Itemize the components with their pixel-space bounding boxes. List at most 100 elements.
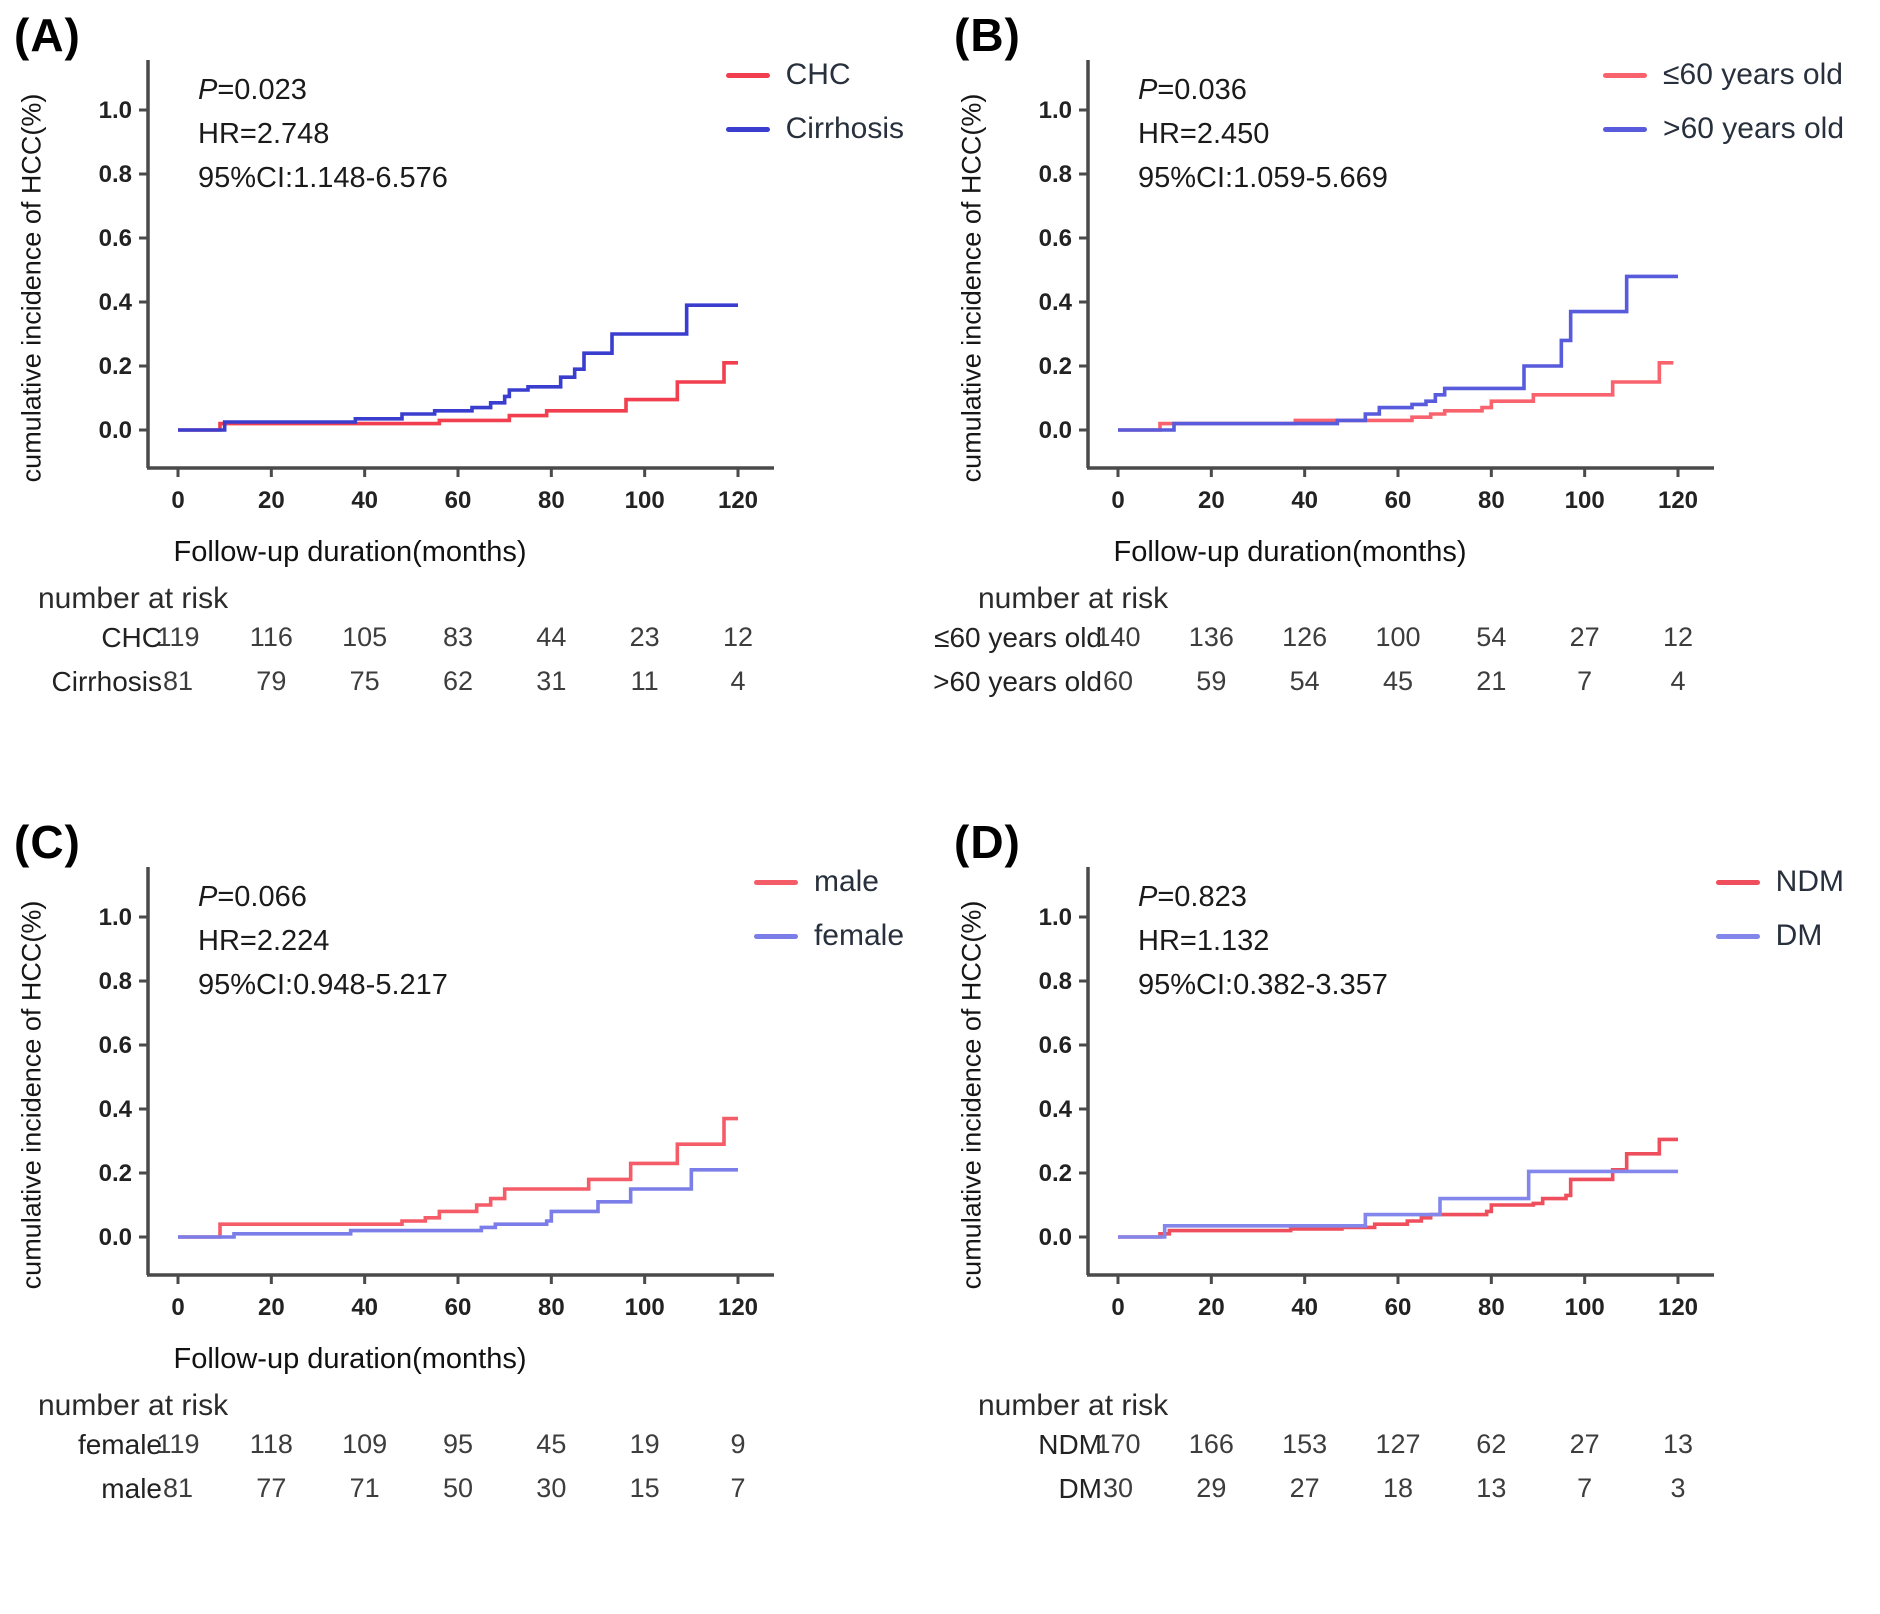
x-tick-label: 60 xyxy=(1385,487,1412,514)
risk-value: 153 xyxy=(1282,1429,1328,1459)
risk-value: 100 xyxy=(1375,622,1421,652)
y-tick-label: 0.2 xyxy=(99,353,132,380)
confidence-interval: 95%CI:1.148-6.576 xyxy=(198,162,448,195)
legend-label: DM xyxy=(1775,919,1823,952)
p-value: P=0.036 xyxy=(1138,74,1247,106)
x-tick-label: 100 xyxy=(625,487,665,514)
risk-table-title: number at risk xyxy=(978,1389,1169,1422)
y-tick-label: 1.0 xyxy=(1039,97,1072,124)
y-tick-label: 0.2 xyxy=(1039,353,1072,380)
risk-row-label: DM xyxy=(1058,1473,1102,1504)
panel-label: (A) xyxy=(14,9,81,61)
risk-rows: CHC 119 116 105 83 44 23 12 Cirrhosis 81 79 75 62 31 1… xyxy=(52,616,778,704)
legend-label: male xyxy=(813,865,879,898)
y-tick-label: 0.8 xyxy=(99,968,132,995)
legend-line-icon xyxy=(753,933,798,939)
risk-value: 50 xyxy=(442,1473,474,1503)
risk-value: 166 xyxy=(1188,1429,1234,1459)
risk-value: 54 xyxy=(1476,622,1507,652)
km-chart: 0.0 0.2 0.4 0.6 0.8 1.0 0 20 40 60 80 100 120 xyxy=(1039,60,1714,514)
x-tick-label: 80 xyxy=(1478,487,1505,514)
risk-table: number at risk female 119 118 109 95 45 19 9 mal… xyxy=(0,1389,940,1511)
risk-value: 7 xyxy=(730,1473,746,1503)
risk-value: 27 xyxy=(1569,622,1600,652)
risk-value: 9 xyxy=(730,1429,746,1459)
y-axis-title: cumulative incidence of HCC(%) xyxy=(16,93,47,483)
risk-row: male 81 77 71 50 30 15 7 xyxy=(78,1467,778,1511)
risk-value: 29 xyxy=(1196,1473,1227,1503)
y-tick-label: 1.0 xyxy=(1039,904,1072,931)
risk-value: 4 xyxy=(730,666,746,696)
y-tick-label: 0.6 xyxy=(99,1032,132,1059)
hazard-ratio: HR=2.224 xyxy=(198,925,330,958)
risk-value: 119 xyxy=(156,622,200,652)
risk-value: 62 xyxy=(442,666,474,696)
panel-b: (B) cumulative incidence of HCC(%) 0.0 0.… xyxy=(933,0,1880,807)
x-tick-label: 20 xyxy=(1198,487,1225,514)
km-curve-dm xyxy=(1118,1169,1678,1239)
stats-block: P=0.066 HR=2.224 95%CI:0.948-5.217 xyxy=(198,875,448,1007)
risk-value: 13 xyxy=(1662,1429,1694,1459)
risk-value: 79 xyxy=(256,666,287,696)
risk-value: 27 xyxy=(1569,1429,1600,1459)
x-tick-label: 120 xyxy=(718,1294,758,1321)
x-axis-title: Follow-up duration(months) xyxy=(173,536,527,568)
km-curve-female xyxy=(178,1168,738,1239)
risk-value: 18 xyxy=(1382,1473,1414,1503)
legend-item: CHC xyxy=(725,58,904,92)
stats-block: P=0.036 HR=2.450 95%CI:1.059-5.669 xyxy=(1138,68,1388,200)
risk-table-title: number at risk xyxy=(38,582,229,615)
risk-value: 4 xyxy=(1670,666,1686,696)
stats-block: P=0.823 HR=1.132 95%CI:0.382-3.357 xyxy=(1138,875,1388,1007)
legend-label: female xyxy=(813,919,904,952)
hazard-ratio: HR=1.132 xyxy=(1138,925,1270,958)
risk-value: 77 xyxy=(256,1473,287,1503)
y-tick-label: 0.4 xyxy=(99,289,133,316)
risk-value: 170 xyxy=(1095,1429,1141,1459)
y-tick-label: 0.0 xyxy=(99,417,132,444)
risk-value: 7 xyxy=(1577,1473,1593,1503)
km-curve-male xyxy=(178,1116,738,1239)
km-chart: 0.0 0.2 0.4 0.6 0.8 1.0 0 20 40 60 80 100 120 xyxy=(1039,867,1714,1321)
y-tick-label: 0.0 xyxy=(1039,1224,1072,1251)
risk-value: 126 xyxy=(1282,622,1328,652)
y-tick-label: 1.0 xyxy=(99,97,132,124)
risk-value: 60 xyxy=(1102,666,1134,696)
legend: NDM DM xyxy=(1715,865,1844,953)
x-tick-label: 40 xyxy=(351,1294,378,1321)
panel-d: (D) cumulative incidence of HCC(%) 0.0 0.… xyxy=(940,807,1880,1614)
x-tick-label: 120 xyxy=(1658,1294,1698,1321)
risk-value: 127 xyxy=(1375,1429,1421,1459)
risk-row-label: Cirrhosis xyxy=(51,666,162,697)
km-curve--60-years-old xyxy=(1118,274,1678,432)
panel-a: (A) cumulative incidence of HCC(%) 0.0 0.… xyxy=(0,0,940,807)
x-tick-label: 40 xyxy=(351,487,378,514)
legend-line-icon xyxy=(1715,933,1760,939)
risk-row: >60 years old 60 59 54 45 21 7 4 xyxy=(933,660,1718,704)
panel-label: (C) xyxy=(14,816,81,868)
legend-item: NDM xyxy=(1715,865,1844,899)
risk-row-label: ≤60 years old xyxy=(934,622,1102,653)
x-tick-label: 60 xyxy=(445,1294,472,1321)
km-curve-chc xyxy=(178,361,738,432)
legend-line-icon xyxy=(1715,879,1760,885)
risk-row: DM 30 29 27 18 13 7 3 xyxy=(1018,1467,1718,1511)
risk-value: 3 xyxy=(1670,1473,1686,1503)
panel-label: (D) xyxy=(954,816,1021,868)
y-tick-label: 0.2 xyxy=(1039,1160,1072,1187)
risk-value: 30 xyxy=(536,1473,567,1503)
risk-row: ≤60 years old 140 136 126 100 54 27 12 xyxy=(934,616,1718,660)
risk-row-label: >60 years old xyxy=(933,666,1102,697)
risk-value: 54 xyxy=(1289,666,1320,696)
risk-table-title: number at risk xyxy=(38,1389,229,1422)
risk-value: 21 xyxy=(1476,666,1507,696)
y-tick-label: 0.2 xyxy=(99,1160,132,1187)
km-chart: 0.0 0.2 0.4 0.6 0.8 1.0 0 20 40 60 80 100 120 xyxy=(99,867,774,1321)
legend-item: DM xyxy=(1715,919,1844,953)
x-tick-label: 80 xyxy=(1478,1294,1505,1321)
risk-value: 44 xyxy=(536,622,567,652)
risk-table: number at risk CHC 119 116 105 83 44 23 12 Cirrh… xyxy=(0,582,940,704)
risk-row: NDM 170 166 153 127 62 27 13 xyxy=(1018,1423,1718,1467)
y-tick-label: 0.4 xyxy=(99,1096,133,1123)
legend-label: >60 years old xyxy=(1663,112,1844,145)
